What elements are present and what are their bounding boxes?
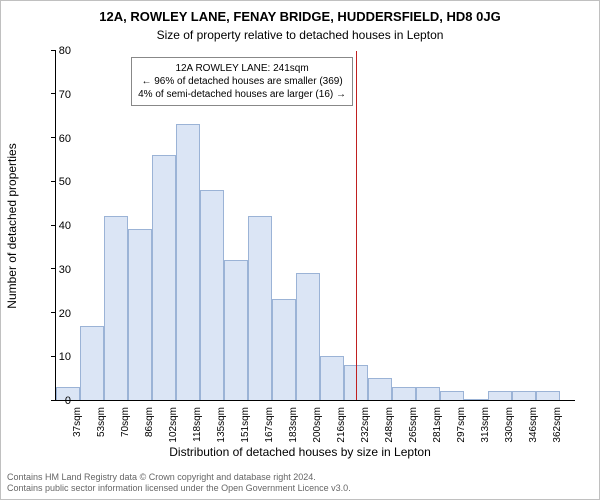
histogram-bar (224, 260, 248, 400)
ytick-label: 50 (41, 176, 71, 188)
histogram-bar (488, 391, 512, 400)
histogram-bar (104, 216, 128, 400)
annotation-line3: 4% of semi-detached houses are larger (1… (138, 89, 346, 100)
histogram-bar (200, 190, 224, 400)
xtick-label: 281sqm (432, 407, 443, 443)
histogram-bar (248, 216, 272, 400)
annotation-box: 12A ROWLEY LANE: 241sqm ← 96% of detached… (131, 57, 353, 106)
footer-line2: Contains public sector information licen… (7, 483, 351, 493)
property-marker-line (356, 51, 357, 400)
histogram-bar (536, 391, 560, 400)
xtick-label: 37sqm (72, 407, 83, 437)
histogram-bar (152, 155, 176, 400)
histogram-bar (464, 399, 488, 400)
histogram-bar (80, 326, 104, 400)
ytick-label: 30 (41, 264, 71, 276)
xtick-label: 167sqm (264, 407, 275, 443)
ytick-label: 60 (41, 133, 71, 145)
xtick-label: 135sqm (216, 407, 227, 443)
xtick-label: 362sqm (552, 407, 563, 443)
ytick-label: 0 (41, 395, 71, 407)
xtick-label: 200sqm (312, 407, 323, 443)
ytick-label: 80 (41, 45, 71, 57)
xtick-label: 248sqm (384, 407, 395, 443)
xtick-label: 53sqm (96, 407, 107, 437)
histogram-bar (176, 124, 200, 400)
xtick-label: 265sqm (408, 407, 419, 443)
histogram-bar (392, 387, 416, 400)
xtick-label: 118sqm (192, 407, 203, 442)
ytick-label: 20 (41, 308, 71, 320)
ytick-label: 40 (41, 220, 71, 232)
footer-line1: Contains HM Land Registry data © Crown c… (7, 472, 316, 482)
chart-plot-wrap: 37sqm53sqm70sqm86sqm102sqm118sqm135sqm15… (55, 51, 575, 401)
chart-title-sub: Size of property relative to detached ho… (1, 24, 599, 42)
histogram-bar (512, 391, 536, 400)
xtick-label: 102sqm (168, 407, 179, 443)
histogram-bar (272, 299, 296, 400)
xtick-label: 313sqm (480, 407, 491, 443)
ytick-label: 10 (41, 351, 71, 363)
xtick-label: 232sqm (360, 407, 371, 443)
xtick-label: 70sqm (120, 407, 131, 437)
annotation-line1: 12A ROWLEY LANE: 241sqm (175, 63, 308, 74)
chart-container: 12A, ROWLEY LANE, FENAY BRIDGE, HUDDERSF… (0, 0, 600, 500)
histogram-bar (368, 378, 392, 400)
xtick-label: 330sqm (504, 407, 515, 443)
histogram-bar (128, 229, 152, 400)
ytick-label: 70 (41, 89, 71, 101)
x-axis-label: Distribution of detached houses by size … (1, 445, 599, 459)
xtick-label: 183sqm (288, 407, 299, 443)
xtick-label: 297sqm (456, 407, 467, 443)
xtick-label: 216sqm (336, 407, 347, 443)
plot-area: 37sqm53sqm70sqm86sqm102sqm118sqm135sqm15… (55, 51, 575, 401)
footer-attribution: Contains HM Land Registry data © Crown c… (7, 472, 593, 495)
chart-title-main: 12A, ROWLEY LANE, FENAY BRIDGE, HUDDERSF… (1, 1, 599, 24)
histogram-bar (440, 391, 464, 400)
xtick-label: 346sqm (528, 407, 539, 443)
annotation-line2: ← 96% of detached houses are smaller (36… (141, 76, 342, 87)
xtick-label: 86sqm (144, 407, 155, 437)
y-axis-label: Number of detached properties (5, 143, 19, 308)
xtick-label: 151sqm (240, 407, 251, 443)
histogram-bar (416, 387, 440, 400)
histogram-bar (296, 273, 320, 400)
histogram-bar (320, 356, 344, 400)
